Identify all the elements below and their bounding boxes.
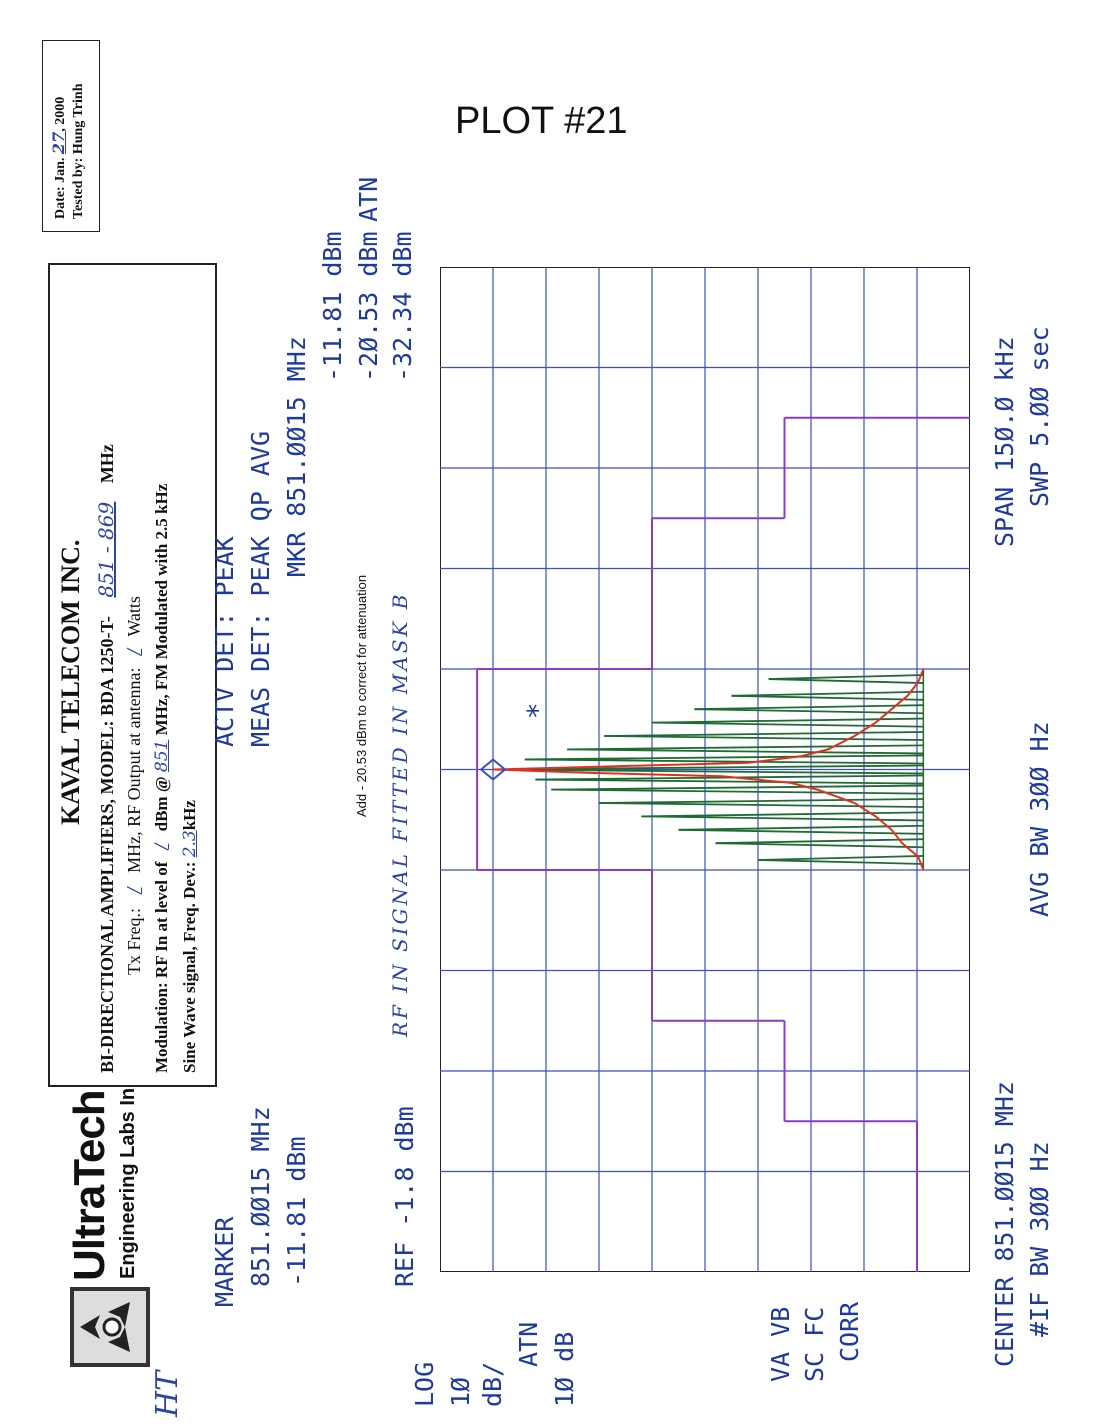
corr: CORR xyxy=(835,1301,864,1362)
sine-hand: 2.3 xyxy=(180,830,200,858)
signal-spike xyxy=(604,735,924,741)
mod-prefix: Modulation: RF In at level of xyxy=(152,861,171,1073)
tx-mid: MHz, RF Output at antenna: xyxy=(124,667,144,873)
noise-line xyxy=(493,668,925,871)
result-level: -32.34 dBm xyxy=(388,231,417,382)
date-prefix: Date: Jan. xyxy=(53,157,68,219)
header-box: KAVAL TELECOM INC. BI-DIRECTIONAL AMPLIF… xyxy=(48,263,217,1087)
model-line: BI-DIRECTIONAL AMPLIFIERS, MODEL: BDA 12… xyxy=(94,444,118,1073)
model-handwritten: 851 - 869 xyxy=(94,501,118,598)
signal-spike xyxy=(678,824,924,831)
model-unit: MHz xyxy=(97,444,117,484)
actv-det: ACTV DET: PEAK xyxy=(210,536,239,747)
signal-spike xyxy=(678,828,924,835)
signal-spike xyxy=(524,754,924,761)
mkr-level: -11.81 dBm xyxy=(318,231,347,382)
scale-unit: dB/ xyxy=(478,1361,507,1407)
signal-spike xyxy=(641,811,924,818)
signal-spike xyxy=(567,748,924,755)
signal-spike xyxy=(715,842,924,849)
swp: SWP 5.ØØ sec xyxy=(1025,326,1054,507)
signal-spike xyxy=(598,802,924,808)
sine-line: Sine Wave signal, Freq. Dev.: 2.3kHz xyxy=(180,800,200,1073)
signal-spike xyxy=(651,717,924,724)
date-year: , 2000 xyxy=(53,96,68,132)
signal-spike xyxy=(757,855,924,861)
model-prefix: BI-DIRECTIONAL AMPLIFIERS, MODEL: BDA 12… xyxy=(97,616,117,1073)
signal-spike xyxy=(551,788,924,795)
scale-num: 1Ø xyxy=(446,1376,475,1407)
marker-label: MARKER xyxy=(210,1216,239,1307)
signal-spike xyxy=(768,674,924,680)
signal-spike xyxy=(757,859,924,865)
spectrum-chart: * xyxy=(440,267,970,1272)
log-label: LOG xyxy=(410,1361,439,1407)
signal-spike xyxy=(604,731,924,737)
marker-asterisk: * xyxy=(521,702,554,719)
signal-spike xyxy=(598,798,924,804)
if-bw: #IF BW 3ØØ Hz xyxy=(1025,1141,1054,1337)
sine-unit: kHz xyxy=(180,800,199,831)
signal-spike xyxy=(493,768,924,775)
signal-spike xyxy=(768,678,924,684)
sc-fc: SC FC xyxy=(800,1306,829,1382)
mask-line xyxy=(476,416,970,1272)
mod-line: Modulation: RF In at level of / dBm @ 85… xyxy=(152,484,172,1073)
marker-diamond xyxy=(479,758,507,781)
tx-prefix: Tx Freq.: xyxy=(124,908,144,975)
company-name: KAVAL TELECOM INC. xyxy=(56,539,85,825)
signal-spike xyxy=(535,778,924,785)
signal-spike xyxy=(694,704,924,711)
atn-left: ATN xyxy=(514,1321,543,1367)
mod-level-hand: / xyxy=(152,843,172,850)
marker-level: -11.81 dBm xyxy=(282,1136,311,1287)
span: SPAN 15Ø.Ø kHz xyxy=(990,336,1019,547)
signal-spike xyxy=(731,690,924,697)
tx-hand: / xyxy=(124,887,145,894)
signal-spike xyxy=(651,721,924,728)
avg-bw: AVG BW 3ØØ Hz xyxy=(1025,721,1054,917)
signal-spike xyxy=(524,758,924,765)
signal-spike xyxy=(731,694,924,701)
signal-spike xyxy=(493,764,924,771)
mod-suffix: MHz, FM Modulated with 2.5 kHz xyxy=(152,483,171,736)
atn-corr: -2Ø.53 dBm xyxy=(354,231,383,382)
rf-hand: / xyxy=(124,648,145,655)
mod-mid: dBm @ xyxy=(152,776,171,832)
initials: HT xyxy=(150,1370,185,1417)
marker-freq: 851.ØØ15 MHz xyxy=(246,1106,275,1287)
center-freq: CENTER 851.ØØ15 MHz xyxy=(990,1081,1019,1367)
logo-sub: Engineering Labs Inc. xyxy=(117,1071,139,1279)
mkr-freq: MKR 851.ØØ15 MHz xyxy=(282,336,311,577)
logo-emblem-icon xyxy=(70,1287,150,1367)
logo-brand: UltraTech xyxy=(65,1090,114,1281)
tested-by: Tested by: Hung Trinh xyxy=(71,83,86,219)
handwritten-note: RF IN SIGNAL FITTED IN MASK B xyxy=(388,591,412,1037)
signal-spike xyxy=(567,744,924,751)
marker-symbols: * xyxy=(479,702,554,781)
signal-spike xyxy=(694,708,924,715)
atn-label: ATN xyxy=(354,176,383,222)
attenuation-note: Add - 20.53 dBm to correct for attenuati… xyxy=(354,574,369,817)
atn-val: 1Ø dB xyxy=(550,1331,579,1407)
noise-trace xyxy=(493,668,925,871)
signal-spike xyxy=(715,838,924,845)
tx-line: Tx Freq.: / MHz, RF Output at antenna: /… xyxy=(124,596,145,975)
ultratech-logo: UltraTech Engineering Labs Inc. xyxy=(65,1071,155,1367)
mod-freq-hand: 851 xyxy=(152,739,172,773)
meas-det: MEAS DET: PEAK QP AVG xyxy=(246,430,275,747)
ref-level: REF -1.8 dBm xyxy=(390,1106,419,1287)
va-vb: VA VB xyxy=(766,1306,795,1382)
rf-unit: Watts xyxy=(124,596,144,637)
signal-spike xyxy=(641,815,924,822)
date-box: Date: Jan. 27, 2000 Tested by: Hung Trin… xyxy=(42,40,100,232)
sine-prefix: Sine Wave signal, Freq. Dev.: xyxy=(180,861,199,1073)
plot-title: PLOT #21 xyxy=(455,100,628,142)
signal-spike xyxy=(551,784,924,791)
date-day: 27 xyxy=(49,131,68,155)
